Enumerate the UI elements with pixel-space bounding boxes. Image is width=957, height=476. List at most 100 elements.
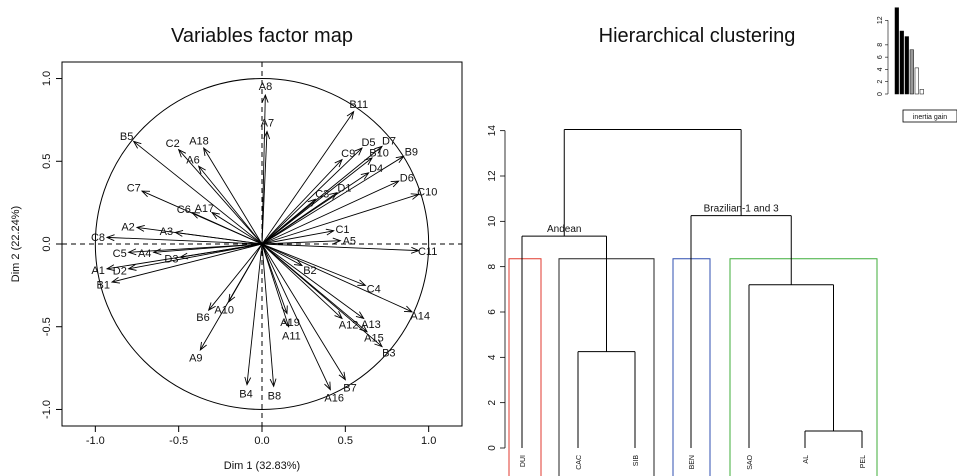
pca-x-ticks: -1.0 -0.5 0.0 0.5 1.0 — [86, 426, 436, 447]
ig-tick-label: 4 — [877, 67, 884, 71]
hc-y-tick-label: 12 — [487, 170, 498, 182]
vector-arrow-line — [262, 244, 412, 312]
vector-label: C9 — [341, 148, 355, 160]
ig-tick-label: 0 — [877, 92, 884, 96]
hc-dendrogram — [522, 130, 862, 448]
vector-arrow-head — [339, 372, 345, 380]
vector-label: A2 — [121, 221, 134, 233]
annotation-andean: Andean — [547, 224, 581, 235]
vector-label: A16 — [324, 393, 344, 405]
vector-C2: C2 — [166, 138, 262, 244]
vector-label: B8 — [268, 390, 281, 402]
pca-y-axis-label: Dim 2 (22.24%) — [10, 206, 22, 282]
y-tick-label: -1.0 — [41, 400, 53, 419]
vector-A10: A10 — [214, 244, 262, 317]
hc-y-tick-label: 0 — [487, 445, 498, 451]
pca-y-ticks: -1.0-0.50.00.51.0 — [41, 71, 62, 419]
vector-arrow-line — [204, 148, 262, 244]
leaf-label: SIB — [633, 455, 640, 467]
vector-label: B11 — [349, 99, 368, 111]
vector-label: A11 — [282, 330, 301, 342]
hc-y-tick-label: 2 — [487, 399, 498, 405]
vector-label: B6 — [196, 312, 209, 324]
vector-label: C10 — [417, 187, 437, 199]
vector-label: C3 — [315, 189, 329, 201]
inertia-gain-inset: 0 2 4 6 8 12 inertia gain — [877, 8, 957, 122]
vector-label: B2 — [303, 265, 316, 277]
ig-tick-label: 2 — [877, 80, 884, 84]
vector-label: A9 — [189, 353, 202, 365]
hierarchical-clustering: Hierarchical clustering 02468101214 DUI C… — [487, 8, 957, 476]
vector-label: D7 — [382, 136, 396, 148]
hc-y-tick-label: 8 — [487, 263, 498, 269]
leaf-label: DUI — [520, 455, 527, 467]
vector-label: C5 — [113, 248, 127, 260]
y-tick-label: 1.0 — [41, 71, 53, 86]
vector-arrow-head — [200, 342, 206, 350]
inertia-gain-bar — [910, 50, 914, 94]
x-tick-label: 0.0 — [254, 435, 269, 447]
vector-label: D4 — [369, 163, 383, 175]
hc-y-tick-label: 4 — [487, 354, 498, 360]
vector-label: B7 — [343, 382, 356, 394]
vector-arrow-head — [347, 112, 354, 120]
vector-label: A8 — [259, 81, 272, 93]
vector-B2: B2 — [262, 244, 317, 277]
y-tick-label: 0.0 — [41, 236, 53, 251]
vector-label: B5 — [120, 131, 133, 143]
vector-A7: A7 — [261, 117, 274, 244]
inertia-gain-bar — [920, 89, 924, 94]
vector-label: A12 — [339, 320, 359, 332]
vector-B11: B11 — [262, 99, 368, 244]
vector-B5: B5 — [120, 131, 262, 244]
inertia-gain-bar — [905, 37, 909, 94]
hc-y-tick-label: 6 — [487, 309, 498, 315]
inertia-gain-bar — [900, 31, 904, 94]
vector-label: A18 — [189, 135, 209, 147]
x-tick-label: -1.0 — [86, 435, 105, 447]
vector-label: D6 — [400, 172, 414, 184]
cluster-1-box — [509, 259, 541, 476]
vector-label: B4 — [239, 389, 252, 401]
vector-label: C7 — [127, 182, 141, 194]
vector-label: A10 — [214, 305, 234, 317]
y-tick-label: -0.5 — [41, 317, 53, 336]
vector-label: B3 — [382, 347, 395, 359]
vector-A4: A4 — [138, 244, 262, 260]
ig-tick-label: 6 — [877, 55, 884, 59]
vector-arrow-line — [262, 244, 419, 251]
hc-cluster-boxes — [509, 259, 877, 476]
vector-A3: A3 — [160, 226, 262, 244]
leaf-label: CAC — [576, 455, 583, 470]
inertia-gain-bars — [895, 8, 924, 94]
vector-arrow-head — [396, 156, 404, 162]
inertia-gain-y-axis: 0 2 4 6 8 12 — [877, 16, 888, 96]
vector-label: C2 — [166, 138, 180, 150]
vector-label: C6 — [177, 204, 191, 216]
inertia-gain-legend-label: inertia gain — [913, 114, 947, 121]
vector-arrow-head — [204, 148, 210, 156]
variables-factor-map: Variables factor map A8 A7 B11 B5 C2 A18 A6 C7 C… — [10, 25, 462, 472]
annotation-brazilian: Brazilian-1 and 3 — [704, 204, 779, 215]
leaf-label: SAO — [747, 454, 754, 469]
vector-label: C11 — [418, 246, 437, 258]
x-tick-label: 0.5 — [338, 435, 353, 447]
vector-label: A17 — [195, 203, 215, 215]
vector-A6: A6 — [186, 154, 262, 244]
hc-title: Hierarchical clustering — [599, 25, 796, 47]
leaf-label: BEN — [689, 455, 696, 469]
vector-label: A14 — [410, 311, 430, 323]
vector-label: C8 — [91, 232, 105, 244]
inertia-gain-bar — [915, 68, 919, 94]
pca-x-axis-label: Dim 1 (32.83%) — [224, 460, 300, 472]
vector-arrow-line — [262, 244, 364, 318]
vector-arrow-line — [209, 244, 262, 310]
vector-label: B10 — [369, 147, 389, 159]
vector-label: A6 — [186, 154, 199, 166]
pca-title: Variables factor map — [171, 25, 353, 47]
hc-leaf-labels: DUI CAC SIB BEN SAO AL PEL — [520, 454, 867, 469]
cluster-4-box — [730, 259, 877, 476]
vector-label: B9 — [405, 147, 418, 159]
vector-arrow-line — [212, 213, 262, 244]
inertia-gain-bar — [895, 8, 899, 94]
